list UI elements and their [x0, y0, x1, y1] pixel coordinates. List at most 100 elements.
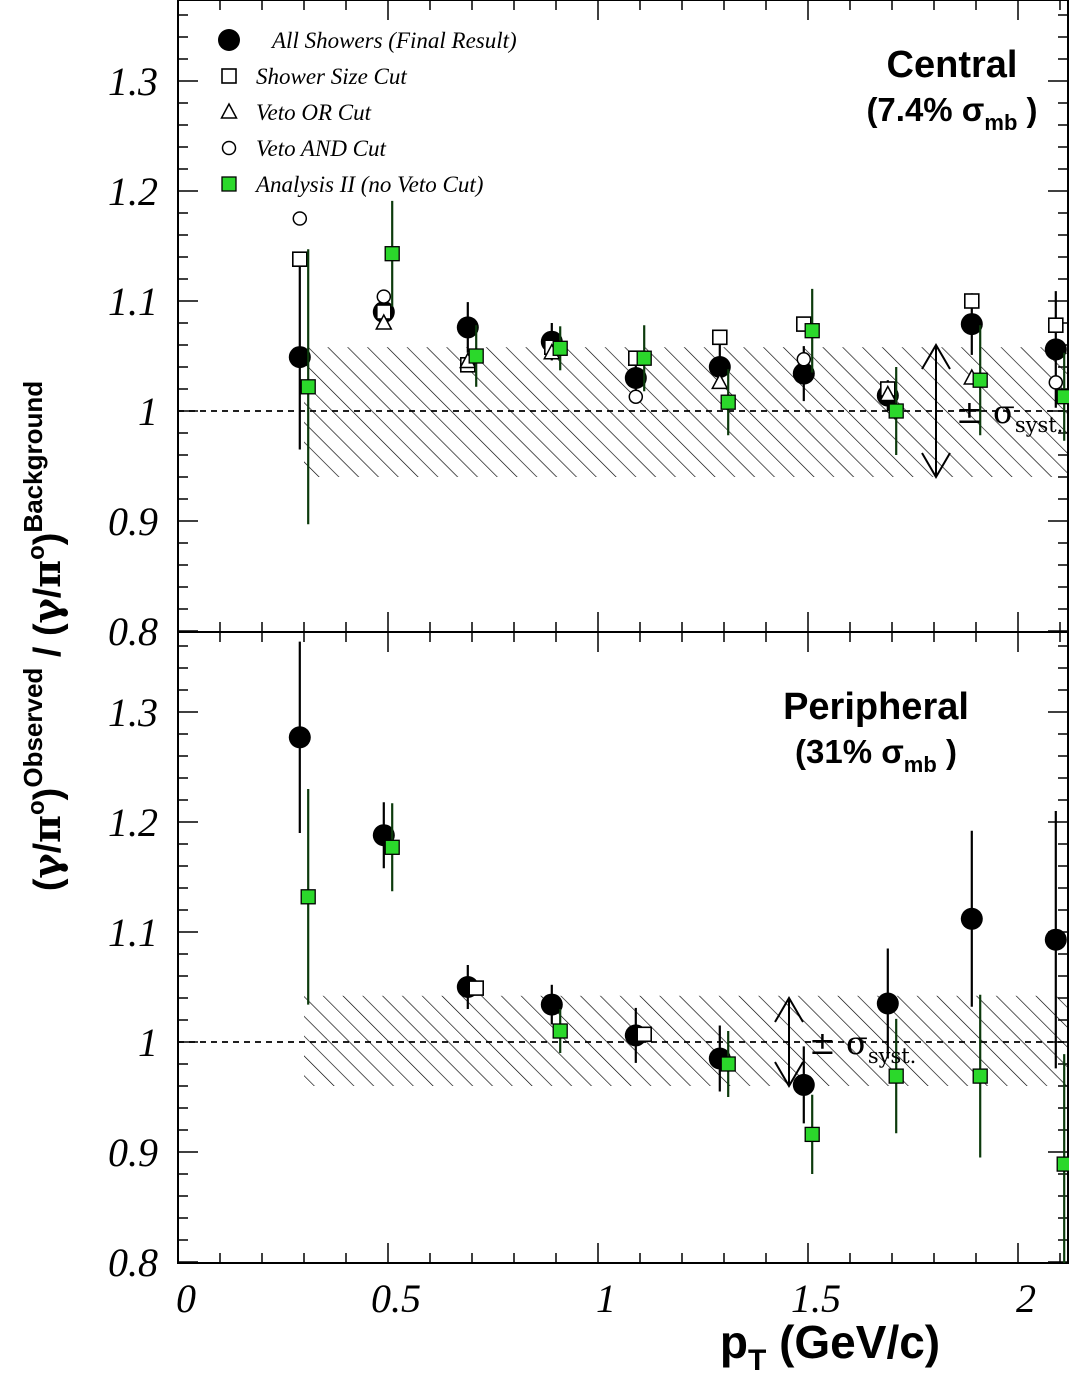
x-tick-label: 2 [1016, 1276, 1036, 1321]
peripheral-y-tick-label: 0.8 [108, 1240, 158, 1285]
peripheral-data-point [384, 839, 400, 855]
peripheral-data-point [876, 992, 899, 1015]
central-series-open-circle [292, 211, 1064, 404]
central-data-point [879, 384, 897, 402]
central-syst-marker: ± σsyst. [921, 343, 1063, 479]
central-data-point [1056, 389, 1069, 405]
central-data-point [636, 350, 652, 366]
central-subtitle: (7.4% σmb ) [866, 91, 1037, 135]
peripheral-series-filled-circle [288, 641, 1067, 1124]
central-y-tick-label: 0.8 [108, 609, 158, 654]
peripheral-y-tick-label: 0.9 [108, 1130, 158, 1175]
x-tick-labels: 00.511.522.533.54 [176, 1276, 1036, 1321]
legend-label: Shower Size Cut [256, 64, 407, 89]
peripheral-panel: 0.8 0.9 1 1.1 1.2 1.3 ± σsyst. Peripheral (31… [108, 631, 1069, 1321]
peripheral-syst-label-main: ± σ [809, 1024, 868, 1062]
central-data-point [375, 313, 393, 330]
peripheral-data-point [1056, 1156, 1069, 1172]
peripheral-y-tick-label: 1 [138, 1020, 158, 1065]
central-data-point [291, 251, 308, 267]
legend-item: Veto OR Cut [220, 100, 372, 125]
central-data-point [796, 352, 812, 367]
peripheral-data-point [792, 1073, 815, 1096]
legend-label: Analysis II (no Veto Cut) [254, 172, 483, 197]
central-data-point [384, 246, 400, 262]
legend-item: Analysis II (no Veto Cut) [221, 172, 483, 197]
peripheral-data-point [540, 993, 563, 1016]
legend: All Showers (Final Result) Shower Size Cu… [218, 28, 517, 197]
central-subtitle-post: ) [1017, 91, 1037, 128]
peripheral-data-point [972, 1068, 988, 1084]
central-panel: 0.8 0.9 1 1.1 1.2 1.3 ± σsyst. Central (7.4% … [108, 0, 1069, 654]
central-y-tick-label: 1.2 [108, 169, 158, 214]
peripheral-y-tick-labels: 0.8 0.9 1 1.1 1.2 1.3 [108, 690, 158, 1285]
central-data-point [300, 379, 316, 395]
central-data-point [972, 372, 988, 388]
peripheral-plot-frame [177, 631, 1069, 1264]
peripheral-syst-arrow-head-down [774, 1061, 804, 1088]
central-y-tick-label: 1.1 [108, 279, 158, 324]
x-tick-label: 0 [176, 1276, 196, 1321]
central-data-point [711, 329, 728, 346]
peripheral-subtitle-post: ) [937, 733, 957, 770]
central-y-tick-labels: 0.8 0.9 1 1.1 1.2 1.3 [108, 59, 158, 654]
legend-item: Veto AND Cut [221, 136, 387, 161]
central-syst-label-main: ± σ [956, 393, 1015, 431]
central-title: Central [887, 44, 1018, 86]
central-y-tick-label: 0.9 [108, 499, 158, 544]
central-data-point [963, 293, 980, 309]
central-y-tick-label: 1 [138, 389, 158, 434]
peripheral-subtitle: (31% σmb ) [795, 733, 957, 777]
peripheral-axis-ticks [177, 632, 1068, 1263]
y-axis-title-text: (γ/πo)Observed / (γ/πo)Background [18, 381, 69, 891]
central-syst-label-sub: syst. [1015, 413, 1064, 437]
peripheral-syst-band [178, 995, 1069, 1086]
legend-marker-filled-circle [218, 29, 240, 51]
central-data-point [804, 323, 820, 339]
central-data-point [720, 394, 736, 410]
y-axis-title: (γ/πo)Observed / (γ/πo)Background [18, 381, 69, 891]
peripheral-syst-marker: ± σsyst. [774, 996, 916, 1088]
central-syst-label: ± σsyst. [956, 393, 1063, 437]
legend-item: Shower Size Cut [221, 64, 407, 89]
peripheral-data-point [804, 1126, 820, 1143]
peripheral-series-green-square [300, 789, 1069, 1263]
central-data-point [552, 340, 568, 356]
central-data-point [1048, 375, 1064, 390]
central-data-point [792, 362, 815, 385]
peripheral-subtitle-sub: mb [904, 752, 937, 777]
central-syst-arrow-head-down [921, 452, 951, 479]
central-data-point [1044, 338, 1067, 361]
peripheral-data-point [720, 1056, 736, 1072]
central-subtitle-sub: mb [984, 110, 1017, 135]
peripheral-data-point [960, 907, 983, 930]
central-data-point [456, 316, 479, 339]
central-data-points [288, 200, 1069, 525]
x-axis-title: pT (GeV/c) [720, 1316, 940, 1377]
x-axis-title-main: p [720, 1316, 748, 1368]
legend-label: All Showers (Final Result) [270, 28, 517, 53]
central-syst-hatch [304, 347, 1069, 477]
central-data-point [376, 289, 392, 304]
central-data-point [1048, 317, 1064, 334]
central-series-filled-circle [288, 264, 1067, 450]
central-data-point [288, 346, 311, 369]
central-syst-band [178, 347, 1069, 477]
peripheral-data-points [288, 641, 1069, 1263]
central-data-point [468, 348, 484, 364]
peripheral-subtitle-main: (31% σ [795, 733, 904, 770]
peripheral-y-tick-label: 1.1 [108, 910, 158, 955]
x-tick-label: 0.5 [371, 1276, 421, 1321]
legend-marker-open-triangle [220, 102, 238, 119]
central-subtitle-main: (7.4% σ [866, 91, 984, 128]
central-data-point [708, 356, 731, 378]
peripheral-title: Peripheral [783, 686, 969, 728]
x-tick-label: 1.5 [791, 1276, 841, 1321]
x-tick-label: 1 [596, 1276, 616, 1321]
central-syst-arrow-head-up [921, 343, 951, 370]
peripheral-y-tick-label: 1.3 [108, 690, 158, 735]
central-data-point [888, 403, 904, 419]
peripheral-series-open-square [468, 980, 653, 1043]
peripheral-syst-label: ± σsyst. [809, 1024, 916, 1068]
